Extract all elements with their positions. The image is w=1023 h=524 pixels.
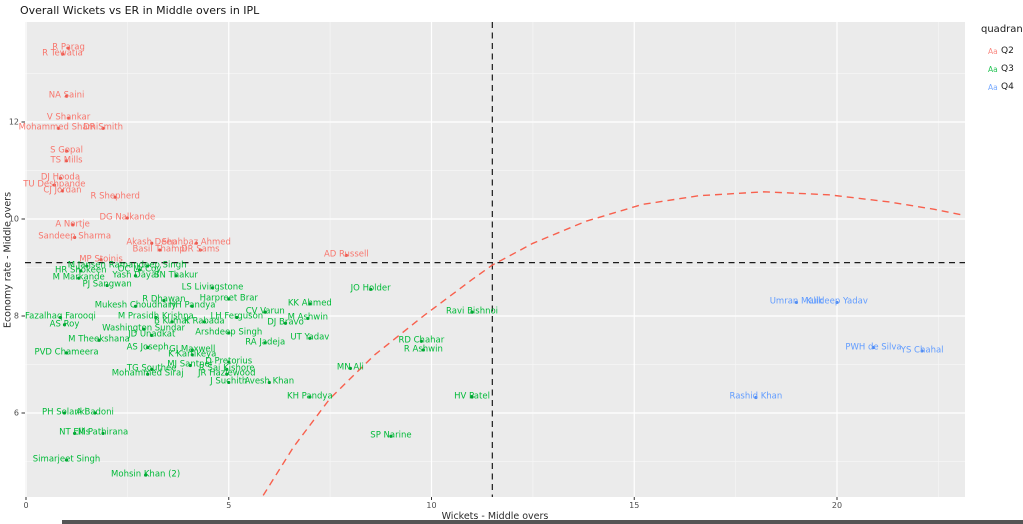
y-tick-label: 12 — [9, 118, 19, 127]
horizontal-scrollbar[interactable] — [62, 520, 1023, 524]
plot-panel — [25, 22, 965, 497]
text-swatch-icon: Aa — [988, 64, 998, 74]
legend-item-q3: Aa Q3 — [977, 60, 1023, 78]
chart-title: Overall Wickets vs ER in Middle overs in… — [20, 4, 260, 17]
y-tick-label: 6 — [14, 409, 19, 418]
y-tick-label: 8 — [14, 312, 19, 321]
legend-item-label: Q3 — [1001, 64, 1014, 74]
legend-item-label: Q2 — [1001, 46, 1014, 56]
y-axis-title: Economy rate - Middle overs — [2, 191, 14, 329]
legend-item-q4: Aa Q4 — [977, 78, 1023, 96]
legend-item-q2: Aa Q2 — [977, 42, 1023, 60]
x-tick-label: 20 — [832, 501, 842, 510]
x-tick-label: 15 — [629, 501, 639, 510]
x-tick-label: 5 — [226, 501, 231, 510]
legend-item-label: Q4 — [1001, 82, 1014, 92]
x-tick-label: 10 — [426, 501, 436, 510]
x-tick-label: 0 — [23, 501, 28, 510]
legend-title: quadrant — [981, 24, 1023, 35]
text-swatch-icon: Aa — [988, 46, 998, 56]
legend: quadrant Aa Q2 Aa Q3 Aa Q4 — [977, 24, 1023, 96]
x-axis-title: Wickets - Middle overs — [441, 511, 549, 522]
text-swatch-icon: Aa — [988, 82, 998, 92]
